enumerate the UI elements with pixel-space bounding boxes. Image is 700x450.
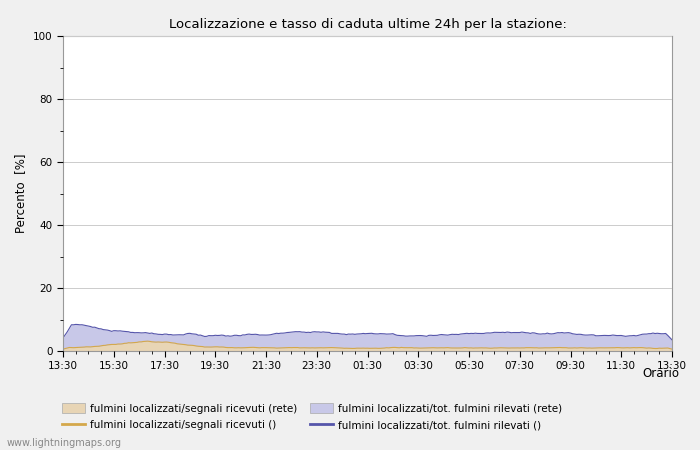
Title: Localizzazione e tasso di caduta ultime 24h per la stazione:: Localizzazione e tasso di caduta ultime … [169, 18, 566, 31]
Y-axis label: Percento  [%]: Percento [%] [15, 154, 27, 233]
Text: www.lightningmaps.org: www.lightningmaps.org [7, 438, 122, 448]
Legend: fulmini localizzati/segnali ricevuti (rete), fulmini localizzati/segnali ricevut: fulmini localizzati/segnali ricevuti (re… [62, 404, 562, 430]
Text: Orario: Orario [642, 367, 679, 380]
